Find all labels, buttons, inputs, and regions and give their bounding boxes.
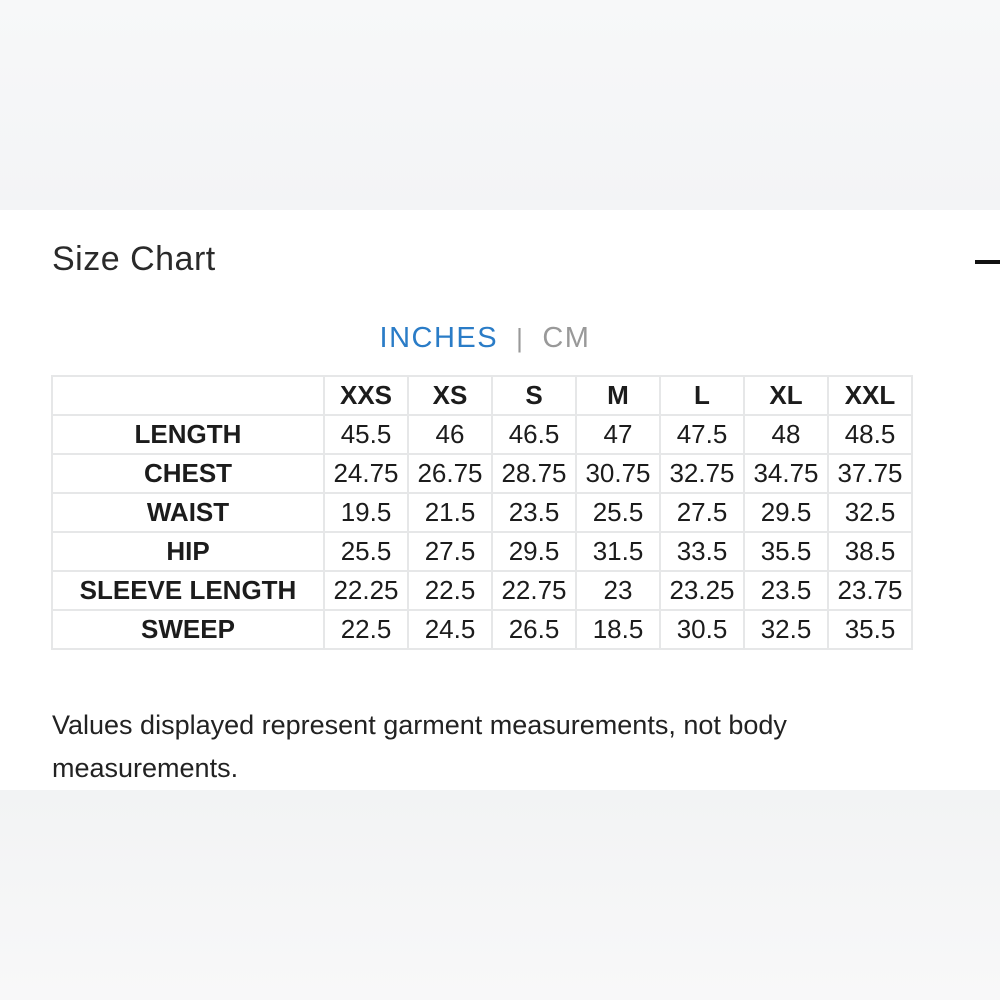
row-label: LENGTH bbox=[51, 414, 325, 455]
table-cell: 47 bbox=[575, 414, 661, 455]
blurred-background-top bbox=[0, 0, 1000, 210]
table-cell: 32.5 bbox=[827, 492, 913, 533]
table-cell: 25.5 bbox=[323, 531, 409, 572]
size-header-xxs: XXS bbox=[323, 375, 409, 416]
unit-inches-tab[interactable]: INCHES bbox=[379, 322, 499, 354]
table-cell: 28.75 bbox=[491, 453, 577, 494]
table-cell: 25.5 bbox=[575, 492, 661, 533]
table-cell: 35.5 bbox=[743, 531, 829, 572]
table-cell: 34.75 bbox=[743, 453, 829, 494]
unit-toggle: INCHES | CM bbox=[0, 322, 970, 355]
minus-icon[interactable] bbox=[975, 260, 1000, 264]
size-header-xxl: XXL bbox=[827, 375, 913, 416]
size-table: XXS XS S M L XL XXL LENGTH 45.5 46 46.5 47 47.5 48 48… bbox=[51, 375, 913, 650]
size-header-s: S bbox=[491, 375, 577, 416]
table-cell: 22.25 bbox=[323, 570, 409, 611]
table-cell: 46 bbox=[407, 414, 493, 455]
table-cell: 29.5 bbox=[491, 531, 577, 572]
table-cell: 21.5 bbox=[407, 492, 493, 533]
table-cell: 24.75 bbox=[323, 453, 409, 494]
measurement-note: Values displayed represent garment measu… bbox=[52, 710, 787, 783]
row-label: CHEST bbox=[51, 453, 325, 494]
table-cell: 24.5 bbox=[407, 609, 493, 650]
table-cell: 23 bbox=[575, 570, 661, 611]
table-cell: 22.5 bbox=[407, 570, 493, 611]
table-cell: 22.75 bbox=[491, 570, 577, 611]
table-cell: 48 bbox=[743, 414, 829, 455]
table-row: CHEST 24.75 26.75 28.75 30.75 32.75 34.75 37.75 bbox=[51, 453, 913, 494]
size-chart-panel: Size Chart INCHES | CM XXS XS S M L XL XXL LENGT… bbox=[0, 210, 1000, 790]
table-cell: 27.5 bbox=[407, 531, 493, 572]
page-title: Size Chart bbox=[52, 240, 216, 278]
table-cell: 30.75 bbox=[575, 453, 661, 494]
table-cell: 33.5 bbox=[659, 531, 745, 572]
table-row: LENGTH 45.5 46 46.5 47 47.5 48 48.5 bbox=[51, 414, 913, 455]
table-cell: 46.5 bbox=[491, 414, 577, 455]
table-cell: 35.5 bbox=[827, 609, 913, 650]
blurred-background-bottom bbox=[0, 790, 1000, 1000]
table-cell: 18.5 bbox=[575, 609, 661, 650]
table-cell: 29.5 bbox=[743, 492, 829, 533]
row-label: SLEEVE LENGTH bbox=[51, 570, 325, 611]
table-row: HIP 25.5 27.5 29.5 31.5 33.5 35.5 38.5 bbox=[51, 531, 913, 572]
table-cell: 26.75 bbox=[407, 453, 493, 494]
table-cell: 38.5 bbox=[827, 531, 913, 572]
table-cell: 23.5 bbox=[491, 492, 577, 533]
unit-cm-tab[interactable]: CM bbox=[542, 322, 591, 354]
table-cell: 47.5 bbox=[659, 414, 745, 455]
corner-cell bbox=[51, 375, 325, 416]
row-label: SWEEP bbox=[51, 609, 325, 650]
table-row: SLEEVE LENGTH 22.25 22.5 22.75 23 23.25 23.5 23… bbox=[51, 570, 913, 611]
table-cell: 23.5 bbox=[743, 570, 829, 611]
size-header-m: M bbox=[575, 375, 661, 416]
row-label: HIP bbox=[51, 531, 325, 572]
table-cell: 31.5 bbox=[575, 531, 661, 572]
table-cell: 45.5 bbox=[323, 414, 409, 455]
table-cell: 23.75 bbox=[827, 570, 913, 611]
table-cell: 37.75 bbox=[827, 453, 913, 494]
table-header-row: XXS XS S M L XL XXL bbox=[51, 375, 913, 416]
table-cell: 48.5 bbox=[827, 414, 913, 455]
size-header-xs: XS bbox=[407, 375, 493, 416]
table-cell: 32.5 bbox=[743, 609, 829, 650]
table-cell: 30.5 bbox=[659, 609, 745, 650]
row-label: WAIST bbox=[51, 492, 325, 533]
table-cell: 23.25 bbox=[659, 570, 745, 611]
table-row: SWEEP 22.5 24.5 26.5 18.5 30.5 32.5 35.5 bbox=[51, 609, 913, 650]
unit-separator: | bbox=[516, 323, 525, 353]
table-row: WAIST 19.5 21.5 23.5 25.5 27.5 29.5 32.5 bbox=[51, 492, 913, 533]
table-cell: 32.75 bbox=[659, 453, 745, 494]
table-cell: 26.5 bbox=[491, 609, 577, 650]
size-header-l: L bbox=[659, 375, 745, 416]
size-header-xl: XL bbox=[743, 375, 829, 416]
table-cell: 19.5 bbox=[323, 492, 409, 533]
table-cell: 27.5 bbox=[659, 492, 745, 533]
table-cell: 22.5 bbox=[323, 609, 409, 650]
